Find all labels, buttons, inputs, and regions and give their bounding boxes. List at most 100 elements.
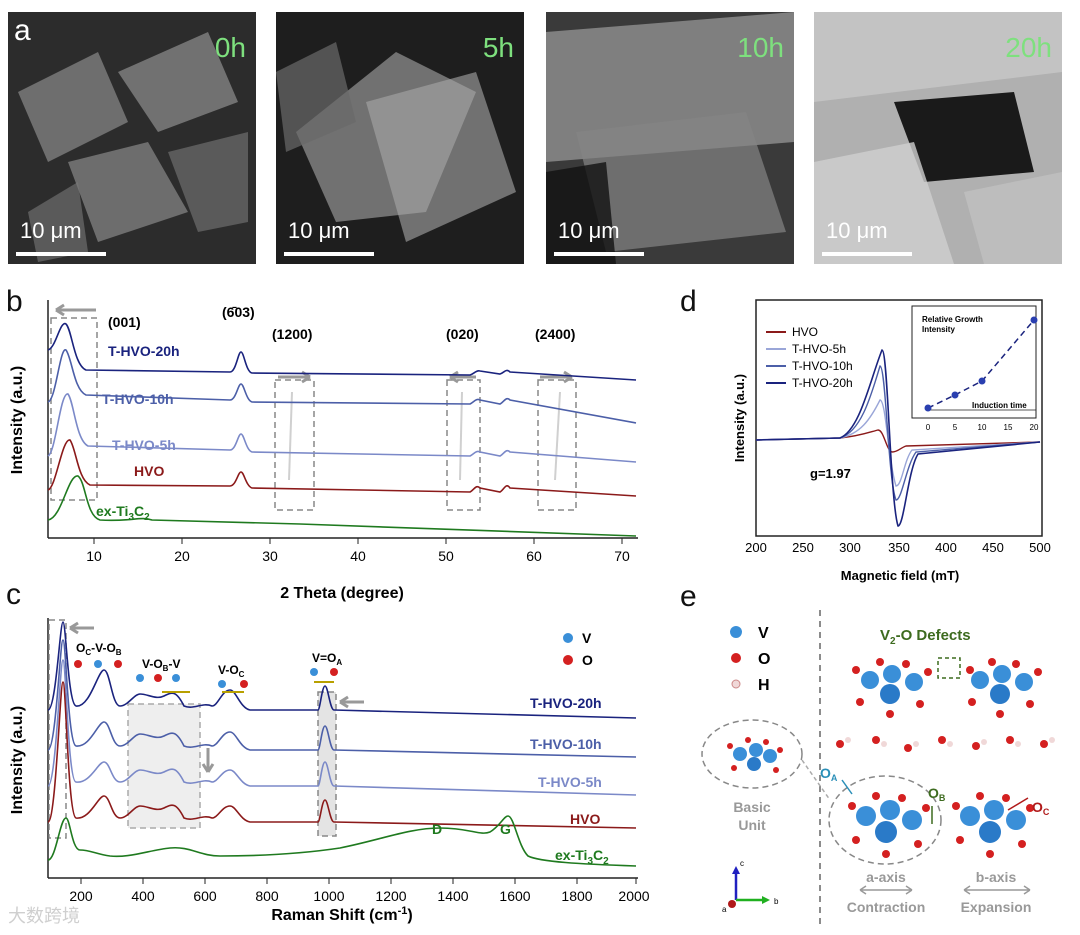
mode-icons xyxy=(74,660,338,693)
spectrum-t-hvo-10h xyxy=(47,349,637,424)
peak-label: (020) xyxy=(446,326,479,342)
defects-title: V2-O Defects xyxy=(880,627,971,647)
x-axis-label: 2 Theta (degree) xyxy=(280,585,404,602)
x-tick-label: 60 xyxy=(526,548,542,564)
inset-title-2: Intensity xyxy=(922,325,955,334)
h-atom-icon xyxy=(731,679,741,689)
x-tick-label: 500 xyxy=(1029,540,1051,555)
series-label-ex-ti3c2: ex-Ti3C2 xyxy=(96,503,150,523)
basic-unit-label: Basic xyxy=(733,799,771,815)
basic-unit-cluster xyxy=(727,737,783,773)
lower-cluster-right xyxy=(952,792,1034,858)
ob-label: OB xyxy=(928,785,946,803)
defect-vacancy-box xyxy=(937,657,961,679)
shift-arrow xyxy=(69,621,94,635)
series-label: T-HVO-5h xyxy=(112,437,176,453)
oa-arrow xyxy=(841,779,853,795)
lower-cluster-left xyxy=(848,792,930,858)
y-axis-label: Intensity (a.u.) xyxy=(732,374,747,462)
coordinate-axes-icon: c a b xyxy=(722,859,779,914)
axis-a-label: a xyxy=(722,905,727,914)
spectrum-ex-ti3c2 xyxy=(47,815,637,867)
atom-legend: V O H xyxy=(730,625,770,694)
epr-legend: HVO T-HVO-5h T-HVO-10h T-HVO-20h xyxy=(766,325,853,390)
peak-label: (6̄03) xyxy=(222,304,255,320)
inset-x-tick: 20 xyxy=(1030,423,1039,432)
plot-frame xyxy=(755,299,1043,537)
epr-chart: 200 250 300 350 400 450 500 Magnetic fie… xyxy=(732,299,1051,583)
x-tick-label: 200 xyxy=(69,888,93,904)
peak-label: (2400) xyxy=(535,326,575,342)
x-tick-label: 200 xyxy=(745,540,767,555)
series-label: HVO xyxy=(570,811,600,827)
oc-label: OC xyxy=(1032,799,1050,817)
x-tick-label: 450 xyxy=(982,540,1004,555)
x-tick-label: 800 xyxy=(255,888,279,904)
spectrum-t-hvo-5h xyxy=(47,659,637,796)
peak-highlight-boxes xyxy=(50,317,577,511)
x-tick-label: 400 xyxy=(131,888,155,904)
inset-chart: Relative Growth Intensity Induction time… xyxy=(911,305,1039,432)
b-axis-desc: Expansion xyxy=(961,899,1032,915)
x-tick-label: 1800 xyxy=(561,888,592,904)
peak-trace-lines xyxy=(288,391,561,481)
x-tick-label: 1600 xyxy=(499,888,530,904)
b-axis-arrow xyxy=(963,885,1031,895)
x-ticks: 10 20 30 40 50 60 70 xyxy=(86,538,630,564)
raman-legend: V O xyxy=(563,630,593,668)
spectrum-hvo xyxy=(47,681,637,829)
legend-o: O xyxy=(582,652,593,668)
inset-xlabel: Induction time xyxy=(972,401,1027,410)
axis-b-label: b xyxy=(774,897,779,906)
shift-arrow xyxy=(201,748,215,773)
legend-o: O xyxy=(758,651,770,668)
sem-time-label: 20h xyxy=(1005,32,1052,63)
x-axis-label: Magnetic field (mT) xyxy=(841,568,959,583)
inset-point xyxy=(951,391,959,399)
x-tick-label: 40 xyxy=(350,548,366,564)
scale-label: 10 μm xyxy=(558,218,620,243)
basic-unit-label-2: Unit xyxy=(738,817,766,833)
scale-label: 10 μm xyxy=(288,218,350,243)
x-ticks: 200 250 300 350 400 450 500 xyxy=(745,540,1051,555)
crystal-cluster-top-right xyxy=(966,658,1042,718)
mode-label-v-ob-v: V-OB-V xyxy=(142,657,180,673)
inset-x-tick: 5 xyxy=(953,423,958,432)
legend-item: T-HVO-5h xyxy=(792,342,846,356)
x-tick-label: 20 xyxy=(174,548,190,564)
inset-x-tick: 10 xyxy=(978,423,987,432)
x-tick-label: 300 xyxy=(839,540,861,555)
inset-title: Relative Growth xyxy=(922,315,983,324)
spectrum-t-hvo-10h xyxy=(47,639,637,758)
sem-image-5h: 5h 10 μm xyxy=(276,12,524,264)
panel-b-letter: b xyxy=(6,285,23,318)
series-label: T-HVO-20h xyxy=(530,695,602,711)
sem-image-10h: 10h 10 μm xyxy=(546,12,794,264)
o-atom-icon xyxy=(563,655,573,665)
x-tick-label: 70 xyxy=(614,548,630,564)
spectrum-ex-ti3c2 xyxy=(47,475,637,537)
spectrum-t-hvo-5h xyxy=(47,393,637,463)
series-label: HVO xyxy=(134,463,164,479)
inset-point xyxy=(978,377,986,385)
legend-v: V xyxy=(758,625,769,642)
broad-band-region xyxy=(127,703,201,829)
sem-image-0h: 0h a 10 μm xyxy=(8,12,256,264)
g-value-label: g=1.97 xyxy=(810,466,851,481)
inset-point xyxy=(924,404,932,412)
epr-curve-t-hvo-20h xyxy=(755,349,1041,527)
scale-bar xyxy=(284,252,374,256)
spectrum-t-hvo-20h xyxy=(47,621,637,719)
series-label: T-HVO-5h xyxy=(538,774,602,790)
panel-d-letter: d xyxy=(680,285,697,318)
sem-time-label: 10h xyxy=(737,32,784,63)
series-label-ex-ti3c2: ex-Ti3C2 xyxy=(555,847,609,867)
x-tick-label: 600 xyxy=(193,888,217,904)
scale-label: 10 μm xyxy=(826,218,888,243)
x-tick-label: 250 xyxy=(792,540,814,555)
legend-v: V xyxy=(582,630,592,646)
x-tick-label: 400 xyxy=(935,540,957,555)
a-axis-arrow xyxy=(859,885,913,895)
series-label: T-HVO-10h xyxy=(102,391,174,407)
inset-x-tick: 0 xyxy=(926,423,931,432)
